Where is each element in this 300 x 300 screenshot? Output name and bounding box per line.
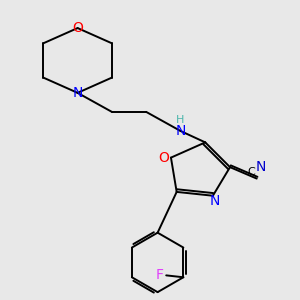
Text: C: C xyxy=(247,167,255,177)
Text: O: O xyxy=(159,151,170,165)
Text: N: N xyxy=(175,124,186,138)
Text: F: F xyxy=(156,268,164,282)
Text: N: N xyxy=(72,86,83,100)
Text: O: O xyxy=(72,21,83,35)
Text: N: N xyxy=(255,160,266,174)
Text: N: N xyxy=(210,194,220,208)
Text: H: H xyxy=(176,115,185,125)
